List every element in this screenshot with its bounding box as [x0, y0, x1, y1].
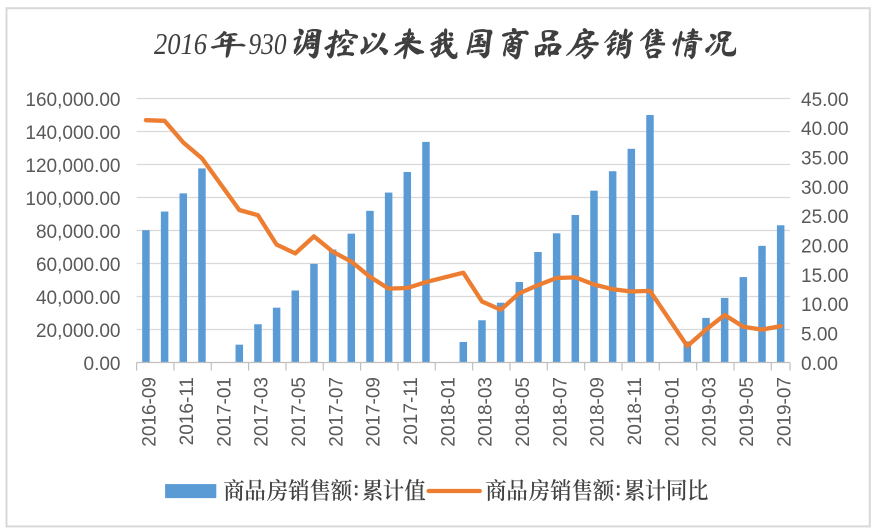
svg-text:160,000.00: 160,000.00: [25, 90, 120, 111]
svg-text:2017-11: 2017-11: [401, 377, 422, 445]
svg-text:15.00: 15.00: [801, 266, 849, 287]
svg-text:2018-01: 2018-01: [438, 377, 459, 447]
svg-text:2017-07: 2017-07: [326, 377, 347, 447]
svg-text:25.00: 25.00: [801, 207, 849, 228]
svg-text:2018-09: 2018-09: [588, 377, 609, 447]
svg-text:100,000.00: 100,000.00: [25, 189, 120, 210]
svg-text:2018-11: 2018-11: [625, 377, 646, 445]
svg-text:2016-09: 2016-09: [140, 377, 161, 447]
svg-text:2016-11: 2016-11: [177, 377, 198, 445]
svg-text:2019-03: 2019-03: [700, 377, 721, 447]
svg-text:20,000.00: 20,000.00: [36, 321, 121, 342]
svg-text:2019-07: 2019-07: [774, 377, 795, 447]
svg-text:2018-05: 2018-05: [513, 377, 534, 447]
svg-text:2017-05: 2017-05: [289, 377, 310, 447]
svg-text:30.00: 30.00: [801, 178, 849, 199]
svg-text:40.00: 40.00: [801, 119, 849, 140]
svg-text:2018-07: 2018-07: [550, 377, 571, 447]
svg-text:60,000.00: 60,000.00: [36, 255, 121, 276]
svg-text:2017-03: 2017-03: [252, 377, 273, 447]
svg-text:2018-03: 2018-03: [476, 377, 497, 447]
svg-text:40,000.00: 40,000.00: [36, 288, 121, 309]
svg-text:45.00: 45.00: [801, 90, 849, 111]
svg-text:10.00: 10.00: [801, 295, 849, 316]
svg-text:2017-09: 2017-09: [364, 377, 385, 447]
svg-text:2019-01: 2019-01: [662, 377, 683, 447]
svg-text:2016: 2016: [154, 27, 208, 61]
svg-text:5.00: 5.00: [801, 325, 838, 346]
svg-text:35.00: 35.00: [801, 149, 849, 170]
svg-text:120,000.00: 120,000.00: [25, 156, 120, 177]
svg-text:2019-05: 2019-05: [737, 377, 758, 447]
svg-text:140,000.00: 140,000.00: [25, 123, 120, 144]
svg-text:930: 930: [249, 27, 287, 61]
svg-text:2017-01: 2017-01: [214, 377, 235, 447]
svg-text:80,000.00: 80,000.00: [36, 222, 121, 243]
svg-text:20.00: 20.00: [801, 237, 849, 258]
svg-text:0.00: 0.00: [84, 354, 121, 375]
svg-text:0.00: 0.00: [801, 354, 838, 375]
